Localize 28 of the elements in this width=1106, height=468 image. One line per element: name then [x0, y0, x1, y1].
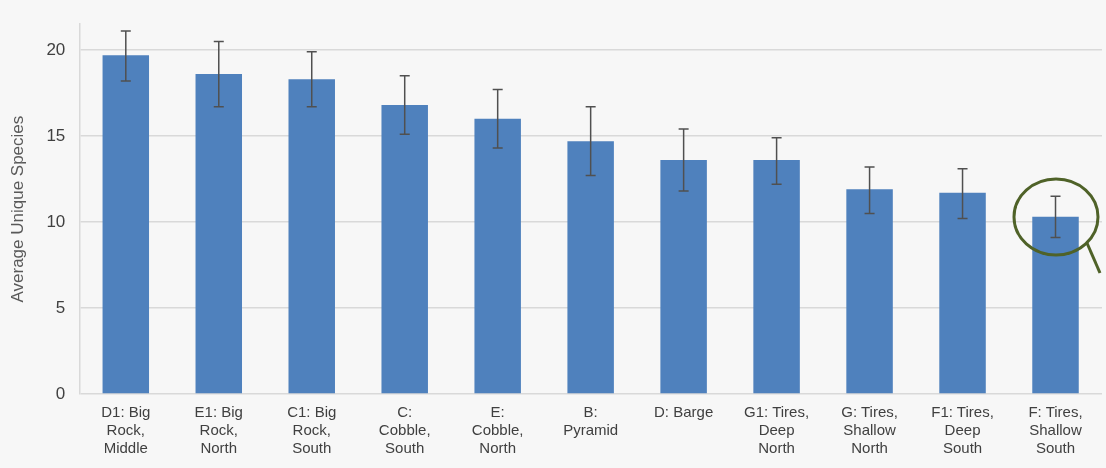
x-tick-label: D1: Big Rock, Middle [101, 403, 151, 457]
bar [846, 189, 893, 394]
x-tick-label: D: Barge [654, 403, 714, 421]
bar [1032, 216, 1079, 394]
y-tick-label: 20 [46, 39, 66, 59]
x-tick-label: C1: Big Rock, South [287, 403, 337, 457]
y-tick-label: 15 [46, 125, 66, 145]
y-tick-label: 5 [55, 297, 66, 317]
y-tick-label: 0 [55, 383, 66, 403]
x-tick-label: F1: Tires, Deep South [931, 403, 994, 457]
bar [567, 141, 614, 394]
bar [474, 118, 521, 394]
x-tick-label: E: Cobble, North [471, 403, 524, 457]
bar [381, 105, 428, 394]
bar [660, 160, 707, 394]
bar [753, 160, 800, 394]
x-tick-label: B: Pyramid [563, 403, 619, 439]
bar [102, 55, 150, 394]
bar [288, 79, 335, 394]
y-axis-title: Average Unique Species [7, 115, 27, 303]
x-tick-label: G1: Tires, Deep North [744, 403, 810, 457]
bar [195, 74, 243, 394]
x-tick-label: C: Cobble, South [378, 403, 431, 457]
x-tick-label: E1: Big Rock, North [194, 403, 243, 457]
x-tick-label: G: Tires, Shallow North [841, 403, 898, 457]
x-tick-label: F: Tires, Shallow South [1028, 403, 1083, 457]
y-tick-label: 10 [46, 211, 66, 231]
bar [939, 192, 986, 394]
